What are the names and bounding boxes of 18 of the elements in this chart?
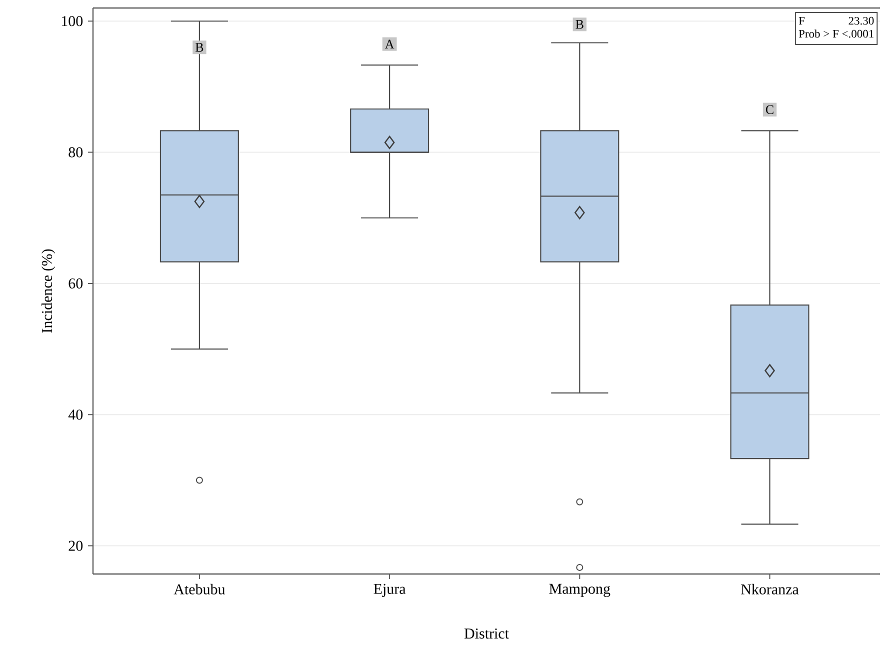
annotation: B [195,43,204,52]
y-tick-label: 60 [68,278,83,289]
annotation: F [798,17,805,25]
y-tick-label: 100 [62,16,83,26]
annotation: Prob > F <.0001 [798,30,874,38]
annotation: B [576,20,584,29]
x-axis-title: District [464,628,509,639]
x-tick-label: Ejura [374,584,406,597]
y-axis-title: Incidence (%) [42,249,56,333]
annotation: A [384,40,394,48]
y-tick-label: 20 [68,540,83,551]
annotation: C [766,105,774,114]
y-tick-label: 40 [68,410,83,420]
x-tick-label: Mampong [549,584,610,597]
annotation: 23.30 [848,16,874,25]
y-tick-label: 80 [68,147,83,158]
x-tick-label: Atebubu [174,584,226,594]
x-tick-label: Nkoranza [741,584,799,594]
